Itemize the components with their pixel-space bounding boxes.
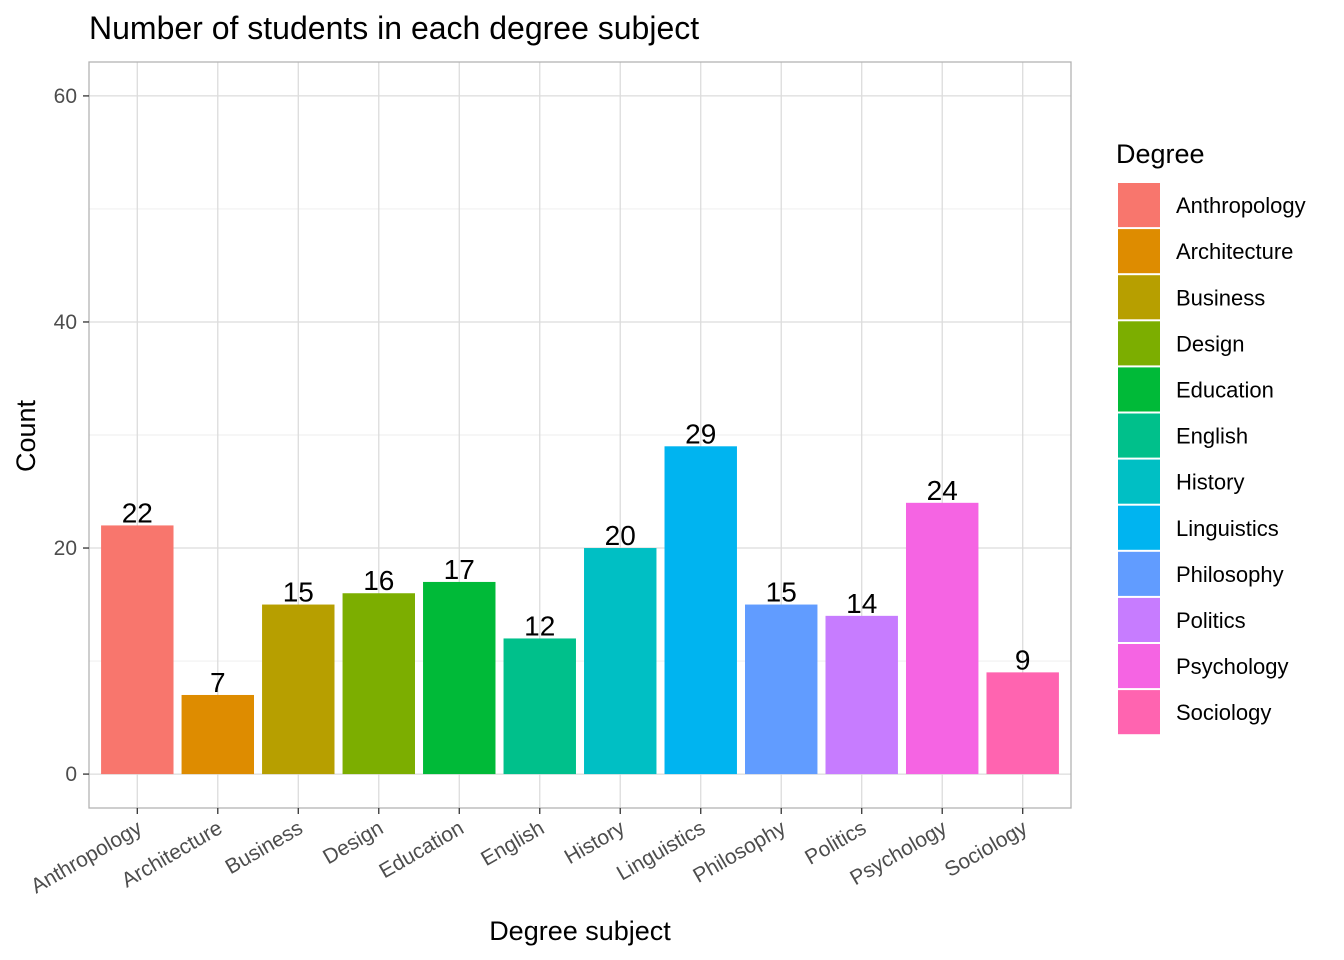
x-tick-label: Education — [375, 816, 467, 883]
data-label-philosophy: 15 — [766, 577, 797, 608]
bar-english — [503, 638, 576, 775]
data-label-psychology: 24 — [927, 475, 958, 506]
legend-label-linguistics: Linguistics — [1176, 516, 1279, 541]
legend-label-english: English — [1176, 424, 1248, 449]
legend-key-design — [1118, 321, 1160, 366]
plot-data-labels: 22 7 15 16 17 12 20 29 15 14 24 9 — [122, 418, 1031, 698]
bar-education — [423, 581, 496, 775]
legend-label-architecture: Architecture — [1176, 239, 1293, 264]
legend-label-psychology: Psychology — [1176, 654, 1289, 679]
legend-key-history — [1118, 459, 1160, 504]
y-tick-label: 40 — [54, 311, 77, 334]
legend-key-sociology — [1118, 690, 1160, 735]
bar-architecture — [181, 694, 255, 775]
bar-design — [342, 593, 415, 775]
legend-key-business — [1118, 275, 1160, 320]
y-axis: 0 20 40 60 — [54, 85, 89, 786]
x-axis-title: Degree subject — [489, 916, 671, 946]
legend-label-sociology: Sociology — [1176, 700, 1271, 725]
y-tick-label: 20 — [54, 537, 77, 560]
legend-title: Degree — [1116, 139, 1205, 169]
x-tick-label: English — [477, 816, 548, 870]
legend-label-education: Education — [1176, 377, 1274, 402]
legend-label-anthropology: Anthropology — [1176, 193, 1306, 218]
bar-business — [262, 604, 335, 775]
x-tick-label: Philosophy — [689, 816, 790, 888]
legend-key-psychology — [1118, 644, 1160, 689]
bar-anthropology — [101, 525, 174, 775]
legend-label-history: History — [1176, 470, 1244, 495]
legend-label-business: Business — [1176, 285, 1265, 310]
x-tick-label: Sociology — [941, 816, 1032, 882]
legend-key-anthropology — [1118, 183, 1160, 228]
legend: Degree Anthropology Architecture Business D… — [1116, 139, 1306, 735]
data-label-english: 12 — [524, 610, 555, 641]
y-tick-label: 60 — [54, 85, 77, 108]
legend-key-education — [1118, 367, 1160, 412]
bar-psychology — [905, 502, 979, 775]
x-tick-label: Business — [221, 816, 306, 879]
chart-title: Number of students in each degree subjec… — [89, 10, 699, 46]
data-label-linguistics: 29 — [685, 418, 716, 449]
y-axis-title: Count — [11, 399, 41, 472]
legend-label-philosophy: Philosophy — [1176, 562, 1284, 587]
bar-linguistics — [664, 446, 737, 775]
legend-key-politics — [1118, 597, 1160, 642]
bar-politics — [825, 615, 898, 775]
legend-label-politics: Politics — [1176, 608, 1246, 633]
data-label-sociology: 9 — [1015, 644, 1031, 675]
bar-history — [584, 548, 657, 775]
legend-key-philosophy — [1118, 551, 1160, 596]
data-label-design: 16 — [363, 565, 394, 596]
bar-sociology — [986, 672, 1059, 775]
plot-panel-border — [88, 61, 1072, 809]
bar-philosophy — [745, 604, 818, 775]
data-label-business: 15 — [283, 577, 314, 608]
y-tick-label: 0 — [65, 763, 77, 786]
data-label-education: 17 — [444, 554, 475, 585]
data-label-architecture: 7 — [210, 667, 226, 698]
legend-key-linguistics — [1118, 505, 1160, 550]
data-label-politics: 14 — [846, 588, 877, 619]
data-label-history: 20 — [605, 520, 636, 551]
legend-key-english — [1118, 413, 1160, 458]
legend-key-architecture — [1118, 229, 1160, 274]
legend-label-design: Design — [1176, 331, 1244, 356]
data-label-anthropology: 22 — [122, 497, 153, 528]
plot-bars — [101, 446, 1059, 775]
legend-items: Anthropology Architecture Business Design Ed… — [1118, 183, 1306, 735]
